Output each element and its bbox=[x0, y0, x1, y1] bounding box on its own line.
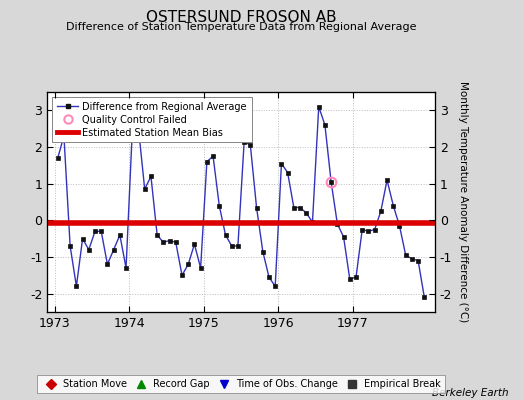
Legend: Difference from Regional Average, Quality Control Failed, Estimated Station Mean: Difference from Regional Average, Qualit… bbox=[52, 97, 252, 142]
Text: OSTERSUND FROSON AB: OSTERSUND FROSON AB bbox=[146, 10, 336, 25]
Legend: Station Move, Record Gap, Time of Obs. Change, Empirical Break: Station Move, Record Gap, Time of Obs. C… bbox=[37, 375, 445, 393]
Text: Difference of Station Temperature Data from Regional Average: Difference of Station Temperature Data f… bbox=[66, 22, 416, 32]
Text: Berkeley Earth: Berkeley Earth bbox=[432, 388, 508, 398]
Y-axis label: Monthly Temperature Anomaly Difference (°C): Monthly Temperature Anomaly Difference (… bbox=[457, 81, 468, 323]
